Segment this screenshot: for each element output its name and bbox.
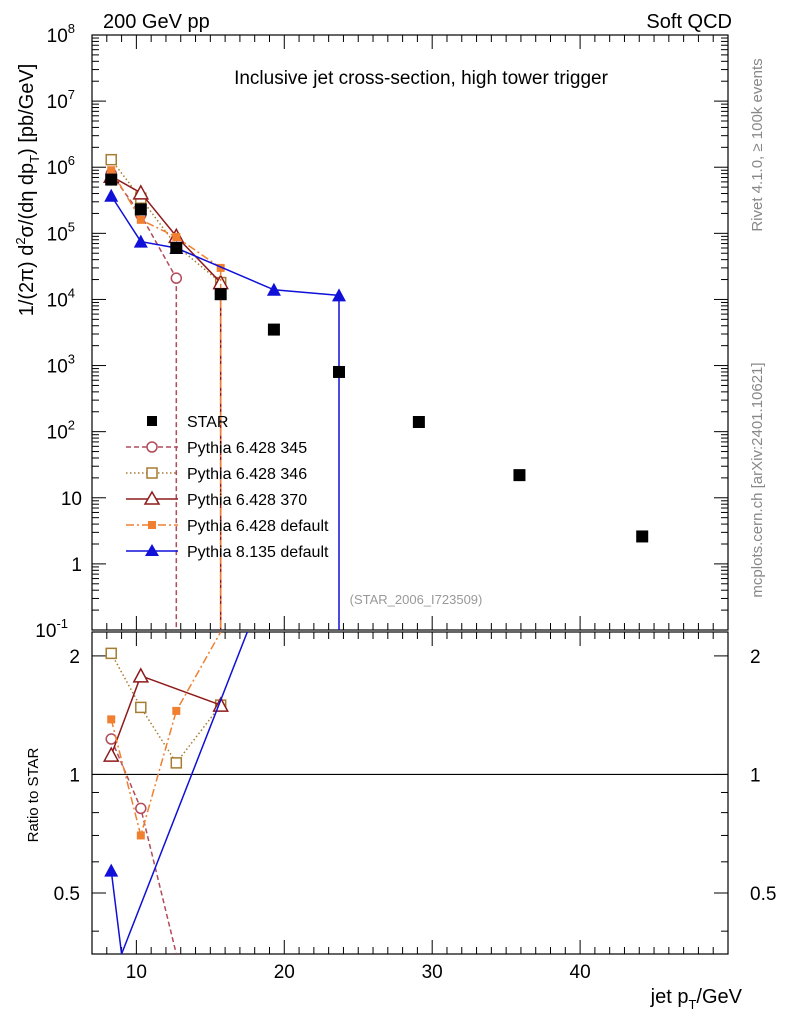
ratio-y-tick-label-right: 1 — [750, 765, 761, 786]
data-point-pythia-6-428-default — [107, 166, 116, 175]
main-y-axis-label: 1/(2π) d2σ/(dη dpT) [pb/GeV] — [13, 64, 42, 317]
main-y-tick-label: 103 — [47, 352, 75, 378]
data-point-pythia-8-135-default — [104, 188, 119, 202]
legend-label-pythia8: Pythia 8.135 default — [187, 544, 329, 561]
data-point-pythia-8-135-default — [133, 234, 148, 248]
x-tick-label: 20 — [274, 962, 295, 983]
data-point-pythia-6-428-default — [216, 263, 225, 272]
data-point-pythia-6-428-346 — [105, 153, 117, 166]
legend-entry-pythia-370: Pythia 6.428 370 — [126, 490, 307, 509]
legend-entry-pythia-345: Pythia 6.428 345 — [126, 440, 307, 457]
ratio-point-pythia-6-428-345 — [135, 802, 147, 815]
legend-entry-pythia-346: Pythia 6.428 346 — [126, 466, 307, 483]
ratio-y-tick-label-left: 2 — [69, 647, 80, 668]
header-left: 200 GeV pp — [103, 11, 210, 33]
legend-label-pythia-370: Pythia 6.428 370 — [187, 492, 307, 509]
ratio-y-tick-label-left: 1 — [69, 765, 80, 786]
ratio-point-pythia-6-428-default — [136, 831, 145, 840]
data-point-star — [636, 530, 649, 543]
ratio-y-tick-label-left: 0.5 — [54, 884, 80, 905]
main-y-tick-label: 106 — [47, 153, 75, 179]
ratio-point-pythia-8-135-default — [104, 863, 119, 877]
series-pythia-6-428-345 — [105, 167, 183, 630]
ratio-point-pythia-6-428-default — [107, 715, 116, 724]
ratio-y-axis-label: Ratio to STAR — [25, 747, 42, 842]
data-point-star — [105, 173, 118, 186]
main-chart-title: Inclusive jet cross-section, high tower … — [234, 68, 608, 89]
main-y-tick-label: 1 — [71, 555, 82, 576]
ratio-point-pythia-6-428-346 — [135, 701, 147, 714]
rivet-label: Rivet 4.1.0, ≥ 100k events — [749, 58, 766, 231]
legend-entry-star: STAR — [147, 414, 228, 431]
analysis-id: (STAR_2006_I723509) — [350, 592, 483, 607]
main-y-tick-label: 10 — [61, 489, 82, 510]
legend-label-pythia-default: Pythia 6.428 default — [187, 518, 329, 535]
main-frame — [91, 34, 729, 631]
data-point-pythia-6-428-default — [172, 233, 181, 242]
ratio-y-tick-label-right: 2 — [750, 647, 761, 668]
ratio-series-pythia-6-428-370 — [102, 667, 229, 762]
main-y-tick-label: 108 — [47, 21, 75, 47]
data-point-star — [513, 469, 526, 482]
ratio-point-pythia-6-428-346 — [170, 757, 183, 769]
series-line-pythia-6-428-346 — [110, 159, 222, 284]
ratio-series-pythia-6-428-345 — [105, 733, 178, 954]
legend-label-pythia-346: Pythia 6.428 346 — [187, 466, 307, 483]
svg-text:1/(2π) d2σ/(dη dpT) [pb/GeV]: 1/(2π) d2σ/(dη dpT) [pb/GeV] — [13, 64, 42, 317]
main-y-tick-label: 10-1 — [35, 616, 68, 642]
main-y-tick-label: 104 — [47, 285, 75, 311]
x-tick-label: 40 — [570, 962, 591, 983]
legend-entry-pythia-default: Pythia 6.428 default — [126, 518, 329, 535]
ratio-series-pythia-6-428-default — [107, 632, 222, 840]
data-point-pythia-8-135-default — [266, 282, 281, 296]
header-right: Soft QCD — [646, 11, 732, 33]
mcplots-label: mcplots.cern.ch [arXiv:2401.10621] — [749, 362, 766, 597]
data-point-star — [412, 416, 425, 429]
ratio-ticks: 2 1 0.5 2 1 0.5 — [54, 647, 776, 932]
legend-label-pythia-345: Pythia 6.428 345 — [187, 440, 307, 457]
main-series-group — [102, 153, 649, 630]
series-pythia-6-428-default — [107, 166, 225, 630]
data-point-star — [214, 288, 227, 301]
ratio-point-pythia-6-428-346 — [105, 647, 117, 660]
x-axis-label: jet pT/GeV — [650, 986, 743, 1012]
data-point-pythia-6-428-default — [136, 215, 145, 224]
ratio-frame — [91, 631, 729, 955]
ratio-series-pythia-8-135-default — [104, 632, 249, 954]
data-point-pythia-8-135-default — [332, 288, 347, 302]
ratio-line-pythia-6-428-345 — [110, 738, 178, 954]
ratio-point-pythia-6-428-370 — [132, 667, 150, 683]
data-point-star — [267, 323, 280, 336]
x-tick-label: 30 — [422, 962, 443, 983]
data-point-pythia-6-428-345 — [170, 272, 183, 284]
series-pythia-8-135-default — [104, 188, 347, 630]
x-tick-label: 10 — [126, 962, 147, 983]
series-line-pythia-6-428-345 — [110, 173, 177, 279]
series-star — [105, 173, 649, 543]
main-y-tick-label: 105 — [47, 219, 75, 245]
main-x-ticks: 10 20 30 40 — [106, 35, 729, 983]
legend: STAR Pythia 6.428 345 Pythia 6.428 346 P… — [126, 414, 329, 561]
data-point-star — [170, 242, 183, 254]
data-point-star — [134, 203, 147, 216]
data-point-pythia-6-428-370 — [132, 184, 150, 200]
ratio-line-pythia-8-135-default — [110, 632, 249, 954]
data-point-star — [333, 365, 346, 378]
series-line-pythia-6-428-default — [110, 169, 222, 269]
ratio-line-pythia-6-428-default — [110, 632, 222, 839]
main-y-tick-label: 107 — [47, 87, 75, 113]
legend-entry-pythia8: Pythia 8.135 default — [126, 544, 329, 561]
ratio-y-tick-label-right: 0.5 — [750, 884, 776, 905]
ratio-series-group — [102, 632, 249, 954]
ratio-point-pythia-6-428-default — [172, 706, 181, 715]
legend-label-star: STAR — [187, 414, 228, 431]
main-y-tick-label: 102 — [47, 418, 75, 444]
ratio-point-pythia-6-428-370 — [102, 746, 120, 762]
series-line-pythia-6-428-370 — [110, 175, 222, 284]
